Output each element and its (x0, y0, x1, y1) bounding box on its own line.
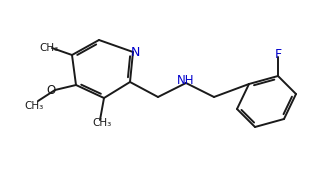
Text: CH₃: CH₃ (24, 101, 44, 111)
Text: CH₃: CH₃ (92, 118, 112, 128)
Text: O: O (47, 83, 56, 96)
Text: NH: NH (177, 75, 195, 88)
Text: N: N (130, 45, 140, 58)
Text: CH₃: CH₃ (39, 43, 59, 53)
Text: F: F (275, 49, 282, 62)
